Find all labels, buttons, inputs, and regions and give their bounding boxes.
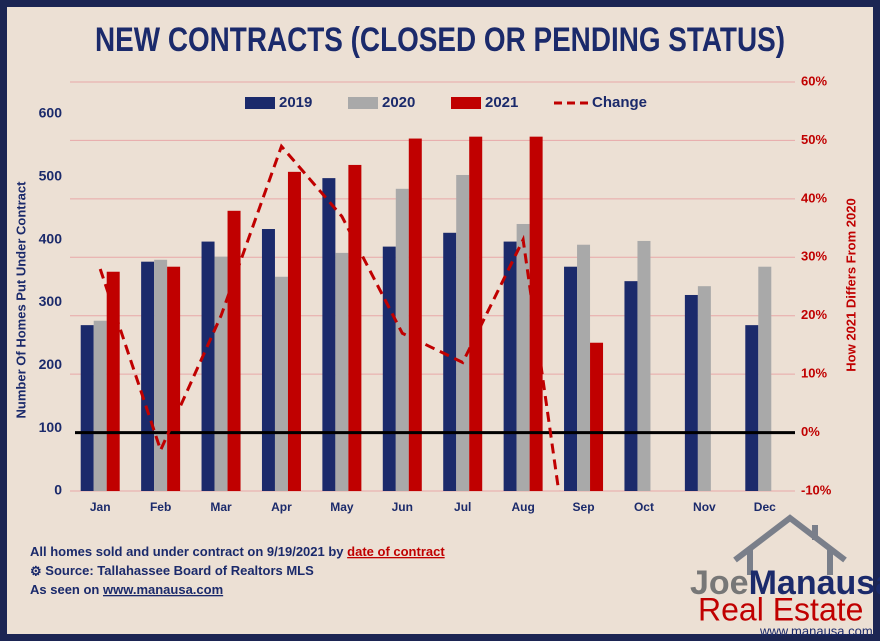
bar [227,210,241,491]
legend-item: Change [554,94,647,111]
y-tick-label: 400 [39,230,63,246]
change-line [98,143,561,491]
x-tick-label: Oct [634,500,654,514]
y-tick-label: 100 [39,419,63,435]
bar [214,256,228,491]
chart-title: NEW CONTRACTS (CLOSED OR PENDING STATUS) [95,21,785,59]
x-tick-label: Feb [150,500,171,514]
y-tick-label: 600 [39,105,63,121]
legend-item: 2019 [245,94,312,111]
bar [322,178,336,491]
y-tick-label: 200 [39,356,63,372]
y2-tick-label: 50% [801,132,827,147]
y2-tick-label: 40% [801,190,827,205]
legend-label: 2019 [279,94,312,111]
bar [141,261,155,491]
legend-label: 2020 [382,94,415,111]
logo-tagline: Real Estate [698,591,863,627]
logo-house [733,514,847,575]
bar [503,241,517,491]
y2-tick-label: -10% [801,482,832,497]
bar [456,174,470,492]
y-tick-label: 500 [39,168,63,184]
bar [274,276,288,491]
bar [348,164,362,491]
y2-tick-label: 0% [801,424,820,439]
bar [443,232,457,491]
bar [261,229,275,491]
bar [637,240,651,491]
legend-swatch [348,97,378,109]
bar [395,188,409,491]
x-tick-label: Jul [454,500,471,514]
bar [106,271,120,491]
bar [745,325,759,491]
legend-label: Change [592,94,647,111]
bar [80,325,94,491]
x-tick-label: Jan [90,500,111,514]
plot-clip [98,143,561,491]
logo-name: JoeManausa [690,564,880,602]
seen-on: As seen on www.manausa.com [30,582,223,597]
y2-axis-label: How 2021 Differs From 2020 [843,198,858,371]
bar [516,223,530,491]
legend-item: 2021 [451,94,518,111]
bar [624,281,638,491]
footnote: All homes sold and under contract on 9/1… [30,544,445,559]
bar [564,266,578,491]
background [7,7,873,634]
x-tick-label: Dec [754,500,776,514]
bar [577,244,591,491]
legend-swatch [451,97,481,109]
y2-tick-label: 30% [801,249,827,264]
legend-item: 2020 [348,94,415,111]
x-tick-label: Mar [210,500,232,514]
bar [93,320,107,491]
bar [154,259,168,491]
x-tick-label: May [330,500,354,514]
legend-label: 2021 [485,94,518,111]
source: ⚙ Source: Tallahassee Board of Realtors … [30,563,314,578]
bar [758,266,772,491]
bar [697,286,711,491]
x-tick-label: Sep [573,500,595,514]
y2-tick-label: 20% [801,307,827,322]
x-tick-label: Jun [392,500,413,514]
logo-url: www.manausa.com [759,623,873,638]
x-tick-label: Nov [693,500,716,514]
bar [201,241,215,491]
bar [590,342,604,491]
bar [529,136,543,491]
bar [335,252,349,491]
y-axis-label: Number Of Homes Put Under Contract [13,181,28,419]
bar [684,294,698,491]
bar [469,136,483,491]
x-tick-label: Apr [271,500,292,514]
y-tick-label: 300 [39,293,63,309]
bar [382,246,396,491]
legend-swatch [245,97,275,109]
x-tick-label: Aug [511,500,534,514]
y2-tick-label: 10% [801,366,827,381]
logo: JoeManausa Real Estate www.manausa.com [690,514,880,638]
y-tick-label: 0 [54,482,62,498]
bar [287,171,301,491]
y2-tick-label: 60% [801,73,827,88]
bar [167,266,181,491]
bar [408,138,422,492]
